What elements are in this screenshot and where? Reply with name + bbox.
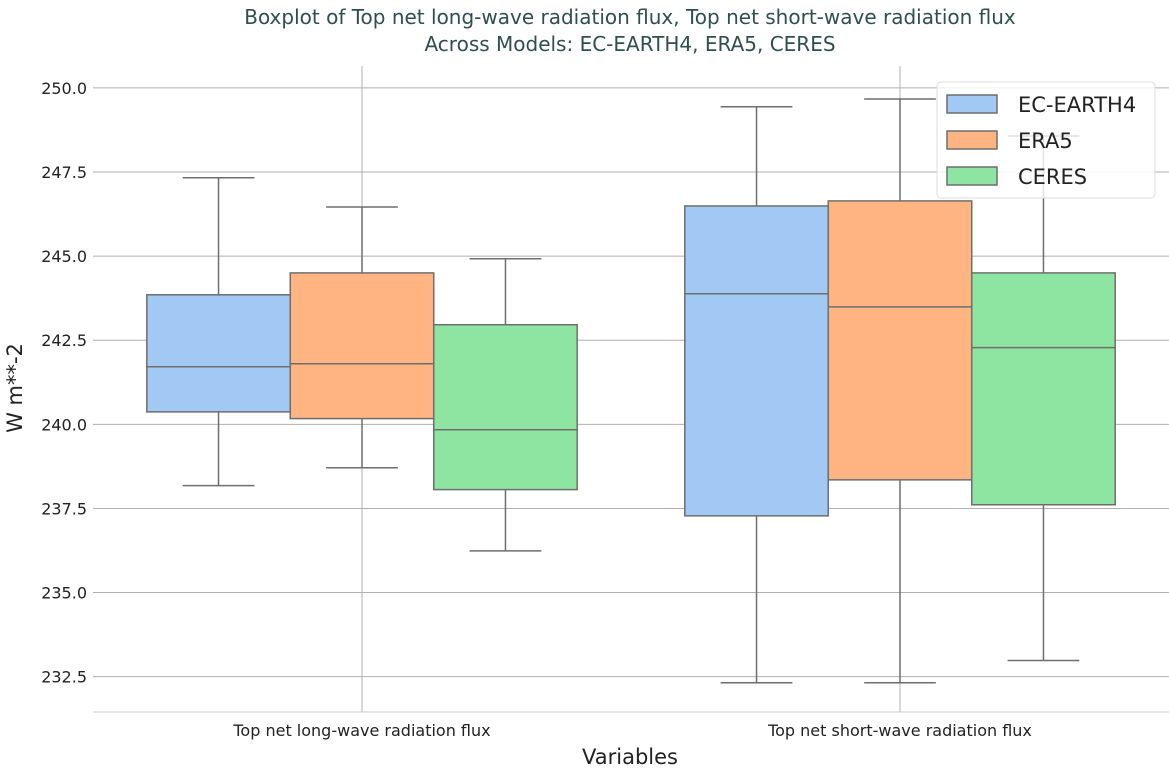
y-tick-label: 245.0 bbox=[41, 247, 87, 266]
x-tick-label: Top net long-wave radiation flux bbox=[232, 721, 490, 740]
y-tick-label: 237.5 bbox=[41, 499, 87, 518]
y-tick-label: 242.5 bbox=[41, 331, 87, 350]
legend: EC-EARTH4 ERA5 CERES bbox=[936, 81, 1156, 199]
y-tick-label: 247.5 bbox=[41, 163, 87, 182]
box-ec-earth4-1 bbox=[684, 105, 830, 684]
y-tick-label: 235.0 bbox=[41, 584, 87, 603]
boxes bbox=[146, 98, 1116, 684]
box-iqr bbox=[684, 205, 830, 517]
legend-label: ERA5 bbox=[1018, 129, 1073, 153]
box-iqr bbox=[827, 200, 973, 481]
axes: 232.5 235.0 237.5 240.0 242.5 245.0 247.5 250.0… bbox=[41, 79, 1169, 740]
box-ceres-0 bbox=[432, 258, 578, 552]
y-tick-label: 240.0 bbox=[41, 415, 87, 434]
box-ec-earth4-0 bbox=[146, 176, 292, 487]
legend-label: EC-EARTH4 bbox=[1018, 93, 1136, 117]
box-ceres-1 bbox=[970, 135, 1116, 662]
y-tick-label: 232.5 bbox=[41, 668, 87, 687]
chart-subtitle: Across Models: EC-EARTH4, ERA5, CERES bbox=[424, 32, 835, 56]
y-tick-label: 250.0 bbox=[41, 79, 87, 98]
box-iqr bbox=[432, 323, 578, 491]
x-tick-label: Top net short-wave radiation flux bbox=[767, 721, 1032, 740]
chart-title: Boxplot of Top net long-wave radiation f… bbox=[244, 5, 1016, 29]
y-axis-label: W m**-2 bbox=[3, 343, 27, 433]
legend-label: CERES bbox=[1018, 165, 1087, 189]
box-era5-1 bbox=[827, 98, 973, 684]
box-iqr bbox=[146, 294, 292, 413]
box-iqr bbox=[289, 272, 435, 420]
box-iqr bbox=[970, 272, 1116, 506]
x-axis-label: Variables bbox=[582, 745, 678, 766]
legend-swatch bbox=[946, 94, 998, 114]
legend-swatch bbox=[946, 166, 998, 186]
legend-swatch bbox=[946, 130, 998, 150]
box-era5-0 bbox=[289, 206, 435, 469]
